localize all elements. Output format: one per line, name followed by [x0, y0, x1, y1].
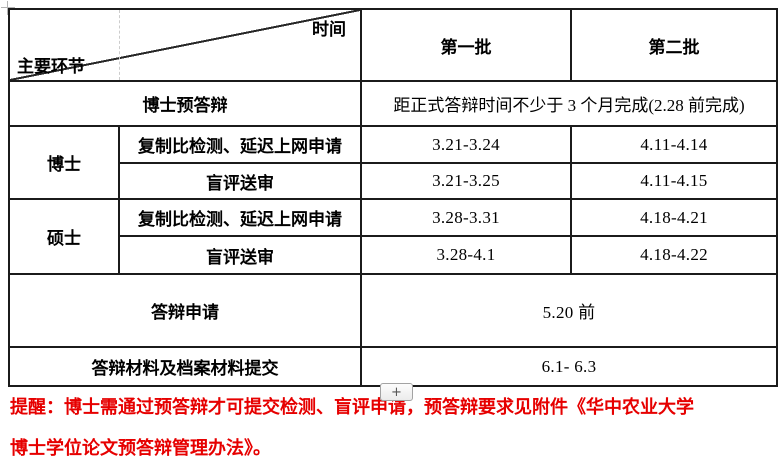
cell-doctor-stage2: 盲评送审 — [118, 162, 362, 200]
cell-group-doctor: 博士 — [8, 125, 120, 200]
reminder-text: 提醒：博士需通过预答辩才可提交检测、盲评申请，预答辩要求见附件《华中农业大学博士… — [10, 397, 694, 458]
header-corner-cell: 时间 主要环节 — [8, 8, 362, 82]
cell-doctor-stage2-batch1: 3.21-3.25 — [360, 162, 572, 200]
insert-row-plus-button[interactable]: + — [380, 383, 413, 401]
cell-predefense-label: 博士预答辩 — [8, 80, 362, 127]
cell-doctor-stage1-batch2: 4.11-4.14 — [570, 125, 778, 164]
schedule-table: 时间 主要环节 第一批 第二批 博士预答辩 距正式答辩时间不少于 3 个月完成(… — [8, 8, 778, 387]
cell-group-master: 硕士 — [8, 198, 120, 275]
header-time-label: 时间 — [312, 20, 346, 39]
cell-doctor-stage1-batch1: 3.21-3.24 — [360, 125, 572, 164]
cell-master-stage2: 盲评送审 — [118, 235, 362, 275]
cell-doctor-stage1: 复制比检测、延迟上网申请 — [118, 125, 362, 164]
cell-master-stage2-batch1: 3.28-4.1 — [360, 235, 572, 275]
cell-master-stage1-batch1: 3.28-3.31 — [360, 198, 572, 237]
cell-materials-label: 答辩材料及档案材料提交 — [8, 346, 362, 387]
cell-master-stage2-batch2: 4.18-4.22 — [570, 235, 778, 275]
header-batch1: 第一批 — [360, 8, 572, 82]
cell-defense-application-value: 5.20 前 — [360, 273, 778, 348]
table-move-handle-icon — [0, 0, 16, 16]
cell-predefense-value: 距正式答辩时间不少于 3 个月完成(2.28 前完成) — [360, 80, 778, 127]
cell-doctor-stage2-batch2: 4.11-4.15 — [570, 162, 778, 200]
cell-master-stage1-batch2: 4.18-4.21 — [570, 198, 778, 237]
faint-gridline — [119, 11, 120, 79]
header-stage-label: 主要环节 — [17, 57, 85, 76]
cell-defense-application-label: 答辩申请 — [8, 273, 362, 348]
cell-materials-value: 6.1- 6.3 — [360, 346, 778, 387]
header-batch2: 第二批 — [570, 8, 778, 82]
cell-master-stage1: 复制比检测、延迟上网申请 — [118, 198, 362, 237]
